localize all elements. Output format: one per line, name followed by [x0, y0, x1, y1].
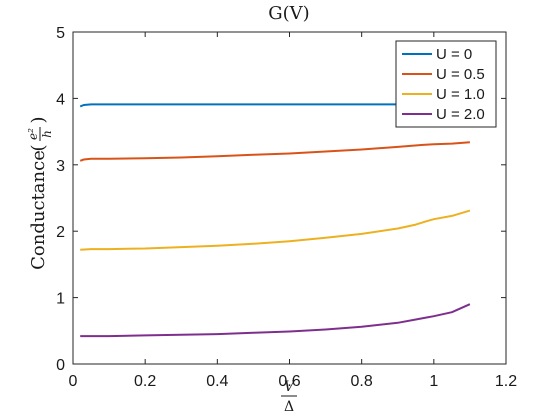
y-tick-label: 0: [56, 357, 65, 374]
legend-label: U = 0: [436, 46, 472, 63]
y-tick-label: 3: [56, 158, 65, 175]
x-axis-label: V Δ: [281, 379, 297, 415]
legend: U = 0 U = 0.5 U = 1.0 U = 2.0: [395, 40, 497, 128]
x-tick-label: 0.4: [206, 373, 228, 390]
y-tick-label: 4: [56, 91, 65, 108]
series-line: [80, 209, 471, 251]
chart-title: G(V): [268, 3, 309, 24]
y-label-numerator: e²: [26, 128, 40, 140]
x-tick-label: 0.2: [134, 373, 156, 390]
y-tick-label: 2: [56, 224, 65, 241]
x-label-numerator: V: [284, 379, 296, 395]
x-tick-label: 0.6: [278, 373, 300, 390]
y-label-text: Conductance: [28, 150, 49, 270]
legend-label: U = 0.5: [436, 66, 485, 83]
x-tick-label: 0.8: [351, 373, 373, 390]
x-tick-label: 0: [69, 373, 78, 390]
legend-box: [395, 40, 497, 128]
y-tick-label: 5: [56, 25, 65, 42]
series-line: [79, 141, 470, 162]
legend-label: U = 2.0: [436, 106, 485, 123]
legend-label: U = 1.0: [436, 86, 485, 103]
y-label-denominator: h: [40, 130, 54, 138]
x-label-denominator: Δ: [284, 399, 294, 415]
series-line: [80, 303, 471, 338]
svg-text:): ): [28, 116, 49, 123]
svg-text:(: (: [28, 144, 49, 151]
y-axis-label: Conductance ( e² h ): [26, 116, 54, 269]
y-tick-label: 1: [56, 291, 65, 308]
x-tick-label: 1: [429, 373, 438, 390]
x-tick-label: 1.2: [495, 373, 517, 390]
